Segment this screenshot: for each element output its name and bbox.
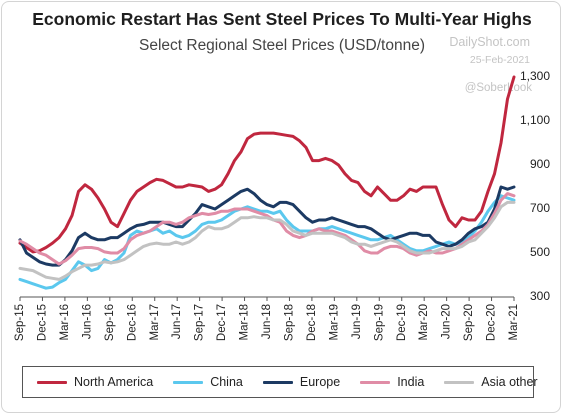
legend-label: China [210, 375, 243, 389]
x-tick-label: Sep-16 [104, 304, 116, 341]
x-tick-label: Jun-18 [261, 304, 273, 339]
legend-item-asia-other: Asia other [444, 375, 538, 389]
series-line-asia-other [18, 200, 516, 281]
legend-label: Europe [299, 375, 341, 389]
chart-title: Economic Restart Has Sent Steel Prices T… [32, 9, 532, 29]
x-tick-label: Dec-17 [216, 304, 228, 341]
x-tick-label: Dec-16 [126, 304, 138, 341]
y-tick-label: 900 [530, 157, 550, 171]
legend-swatch [37, 380, 67, 384]
x-tick-label: Jun-19 [351, 304, 363, 339]
x-tick-label: Sep-19 [373, 304, 385, 341]
legend-label: Asia other [481, 375, 538, 389]
x-tick-label: Dec-19 [396, 304, 408, 341]
x-tick-label: Sep-17 [194, 304, 206, 341]
x-tick-label: Mar-19 [328, 304, 340, 340]
x-tick-label: Mar-21 [508, 304, 520, 340]
y-tick-label: 300 [530, 289, 550, 303]
x-tick-label: Sep-15 [14, 304, 26, 341]
legend-swatch [444, 380, 475, 384]
legend-label: North America [74, 375, 154, 389]
y-tick-label: 1,300 [520, 69, 550, 83]
legend-item-india: India [360, 375, 424, 389]
x-tick-label: Dec-15 [36, 304, 48, 341]
legend-item-europe: Europe [262, 375, 341, 389]
legend-swatch [173, 380, 204, 384]
x-tick-label: Mar-18 [239, 304, 251, 340]
legend-swatch [262, 380, 293, 384]
chart-subtitle: Select Regional Steel Prices (USD/tonne) [138, 37, 426, 54]
x-tick-label: Dec-20 [486, 304, 498, 341]
legend: North America China Europe India Asia other [22, 366, 538, 398]
legend-item-china: China [173, 375, 243, 389]
x-tick-label: Mar-16 [59, 304, 71, 340]
x-tick-label: Jun-20 [441, 304, 453, 339]
x-tick-label: Sep-20 [463, 304, 475, 341]
y-tick-label: 700 [530, 201, 550, 215]
legend-label: India [397, 375, 425, 389]
legend-swatch [360, 380, 391, 384]
x-tick-label: Jun-16 [81, 304, 93, 339]
x-tick-label: Jun-17 [171, 304, 183, 339]
x-tick-label: Mar-20 [418, 304, 430, 340]
series-line-north-america [18, 75, 516, 254]
watermark-handle: @SoberLook [464, 82, 532, 94]
series-line-europe [18, 185, 516, 267]
x-tick-label: Dec-18 [306, 304, 318, 341]
x-tick-label: Sep-18 [283, 304, 295, 341]
y-tick-label: 1,100 [520, 113, 550, 127]
watermark-date: 25-Feb-2021 [469, 54, 530, 66]
watermark-brand: DailyShot.com [449, 35, 530, 49]
y-tick-label: 500 [530, 245, 550, 259]
x-tick-label: Mar-17 [149, 304, 161, 340]
legend-item-north-america: North America [37, 375, 153, 389]
